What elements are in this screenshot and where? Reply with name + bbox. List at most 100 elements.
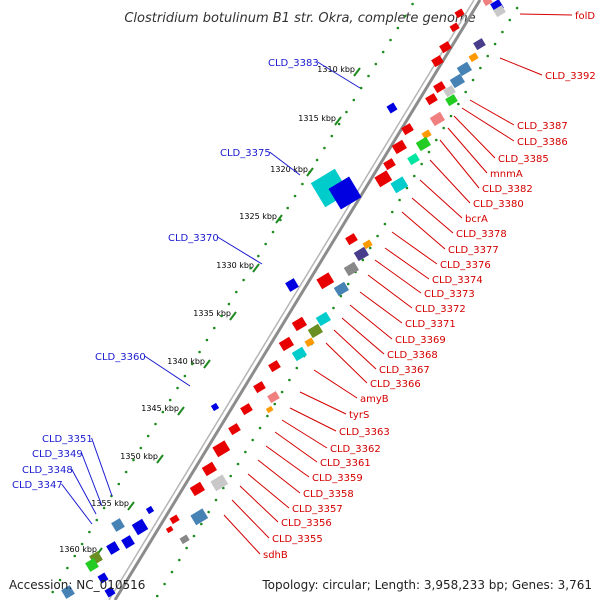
gene-label: tyrS bbox=[349, 410, 369, 421]
track-dot bbox=[139, 446, 143, 450]
label-leader-line bbox=[419, 179, 463, 219]
gene-label: CLD_3387 bbox=[517, 121, 568, 132]
track-dot bbox=[323, 146, 326, 150]
track-dot bbox=[464, 90, 467, 94]
track-dot bbox=[501, 30, 504, 34]
scale-tick-label: 1320 kbp bbox=[270, 165, 308, 174]
track-dot bbox=[308, 170, 312, 174]
track-dot bbox=[229, 474, 232, 478]
track-dot bbox=[295, 366, 299, 370]
track-dot bbox=[479, 66, 482, 70]
track-dot bbox=[249, 266, 253, 270]
gene-label: CLD_3361 bbox=[320, 458, 371, 469]
track-dot bbox=[251, 438, 255, 442]
track-dot bbox=[493, 42, 497, 46]
topology-text: Topology: circular; Length: 3,958,233 bp… bbox=[262, 578, 592, 592]
gene-label: CLD_3380 bbox=[473, 199, 524, 210]
gene-arrow bbox=[315, 311, 331, 327]
track-dot bbox=[376, 234, 379, 238]
label-leader-line bbox=[81, 452, 103, 507]
track-dot bbox=[73, 554, 77, 558]
label-leader-line bbox=[461, 107, 515, 142]
track-dot bbox=[154, 422, 157, 426]
gene-arrow bbox=[61, 585, 75, 599]
track-dot bbox=[258, 426, 262, 430]
gene-arrow bbox=[445, 94, 458, 107]
track-dot bbox=[95, 518, 99, 522]
gene-arrow bbox=[421, 129, 432, 140]
label-leader-line bbox=[317, 61, 361, 89]
label-leader-line bbox=[61, 483, 93, 525]
gene-arrow bbox=[97, 572, 109, 584]
track-dot bbox=[168, 398, 172, 402]
label-leader-line bbox=[71, 468, 97, 515]
gene-label: bcrA bbox=[465, 214, 488, 225]
gene-arrow bbox=[210, 474, 229, 492]
gene-arrow bbox=[425, 93, 438, 106]
gene-arrow bbox=[343, 261, 359, 277]
gene-arrow bbox=[210, 402, 220, 412]
track-dot bbox=[337, 122, 341, 126]
track-dot bbox=[411, 2, 414, 6]
gene-label: CLD_3382 bbox=[482, 184, 533, 195]
scale-tick-label: 1310 kbp bbox=[317, 65, 355, 74]
track-dot bbox=[442, 126, 445, 130]
track-dot bbox=[457, 102, 460, 106]
gene-arrow bbox=[121, 535, 135, 549]
label-leader-line bbox=[447, 127, 488, 174]
label-leader-line bbox=[325, 342, 368, 384]
track-dot bbox=[163, 582, 166, 586]
track-dot bbox=[361, 258, 365, 262]
track-dot bbox=[367, 74, 370, 78]
label-leader-line bbox=[469, 99, 515, 126]
gene-label: sdhB bbox=[263, 550, 288, 561]
track-dot bbox=[427, 150, 431, 154]
track-dot bbox=[212, 326, 216, 330]
track-dot bbox=[58, 578, 62, 582]
scale-tick bbox=[156, 454, 164, 464]
track-dot bbox=[403, 14, 407, 18]
gene-label: CLD_3386 bbox=[517, 137, 568, 148]
track-dot bbox=[183, 374, 187, 378]
scale-tick bbox=[203, 359, 211, 369]
gene-arrow bbox=[415, 136, 431, 152]
gene-arrow bbox=[278, 336, 294, 352]
track-dot bbox=[146, 434, 150, 438]
label-leader-line bbox=[453, 115, 496, 159]
label-leader-line bbox=[217, 236, 263, 265]
track-dot bbox=[257, 254, 260, 258]
track-dot bbox=[339, 294, 343, 298]
track-dot bbox=[161, 410, 165, 414]
label-leader-line bbox=[281, 419, 328, 449]
track-dot bbox=[368, 246, 372, 250]
track-dot bbox=[88, 530, 91, 534]
track-dot bbox=[207, 510, 210, 514]
track-dot bbox=[227, 302, 231, 306]
accession-text: Accession: NC_010516 bbox=[9, 578, 146, 592]
scale-tick-label: 1335 kbp bbox=[193, 309, 231, 318]
track-dot bbox=[124, 470, 128, 474]
gene-label: CLD_3369 bbox=[395, 335, 446, 346]
gene-arrow bbox=[433, 81, 446, 94]
track-dot bbox=[288, 378, 291, 382]
label-leader-line bbox=[359, 291, 403, 324]
gene-arrow bbox=[268, 360, 281, 373]
gene-arrow bbox=[345, 233, 358, 246]
gene-arrow bbox=[201, 461, 217, 477]
track-dot bbox=[345, 110, 348, 114]
gene-label: CLD_3357 bbox=[292, 504, 343, 515]
gene-label: CLD_3360 bbox=[95, 352, 146, 363]
track-dot bbox=[155, 594, 159, 598]
gene-arrow bbox=[407, 153, 420, 166]
label-leader-line bbox=[269, 151, 301, 176]
gene-arrow bbox=[449, 22, 460, 33]
gene-arrow bbox=[386, 102, 398, 114]
gene-label: CLD_3376 bbox=[440, 260, 491, 271]
gene-arrow bbox=[439, 41, 452, 54]
track-dot bbox=[383, 222, 387, 226]
gene-arrow bbox=[401, 123, 414, 136]
gene-label: CLD_3347 bbox=[12, 480, 63, 491]
scale-tick bbox=[353, 67, 361, 77]
track-dot bbox=[515, 6, 519, 10]
gene-arrow bbox=[304, 337, 315, 348]
